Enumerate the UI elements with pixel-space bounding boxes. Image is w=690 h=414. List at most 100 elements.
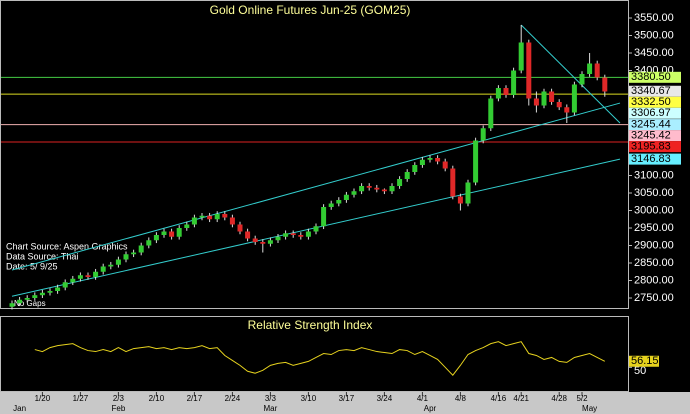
x-tick-label: 3/3 bbox=[265, 394, 277, 403]
rsi-value-label: 56.15 bbox=[631, 355, 659, 367]
level-label-box bbox=[629, 107, 681, 119]
annotation: Date: 5/ 9/25 bbox=[6, 261, 58, 271]
x-tick-label: 4/21 bbox=[513, 394, 529, 403]
candle-body bbox=[32, 295, 38, 298]
candle-body bbox=[153, 235, 159, 241]
candle-body bbox=[587, 63, 593, 74]
annotation: Data Source: Thai bbox=[6, 251, 78, 261]
candle-body bbox=[602, 77, 608, 92]
candle-body bbox=[146, 240, 152, 246]
chart-title: Gold Online Futures Jun-25 (GOM25) bbox=[210, 3, 411, 17]
level-label-box bbox=[629, 85, 681, 97]
trendline bbox=[520, 24, 621, 124]
candle-body bbox=[199, 215, 205, 218]
candle-body bbox=[359, 186, 365, 192]
candle-body bbox=[184, 224, 190, 228]
level-label: 3380.50 bbox=[631, 71, 671, 83]
candle-body bbox=[450, 168, 456, 197]
candle-body bbox=[207, 215, 213, 220]
candle-body bbox=[252, 238, 258, 242]
candle-body bbox=[229, 217, 235, 225]
candle-body bbox=[24, 298, 30, 300]
candle-body bbox=[526, 42, 532, 99]
candle-body bbox=[556, 102, 562, 108]
candle-body bbox=[435, 158, 441, 162]
candle-body bbox=[518, 42, 524, 71]
annotation: Chart Source: Aspen Graphics bbox=[6, 241, 128, 251]
candle-body bbox=[260, 242, 266, 244]
candle-body bbox=[245, 231, 251, 239]
candle-body bbox=[328, 203, 334, 207]
level-label-box bbox=[629, 153, 681, 165]
y-tick-label: 2950.00 bbox=[634, 222, 674, 234]
candle-body bbox=[579, 74, 585, 85]
month-label: Mar bbox=[264, 404, 278, 413]
x-tick-label: 1/27 bbox=[73, 394, 89, 403]
x-tick-label: 2/3 bbox=[113, 394, 125, 403]
price-panel-frame bbox=[0, 0, 629, 309]
candle-body bbox=[412, 165, 418, 172]
x-tick-label: 2/10 bbox=[149, 394, 165, 403]
candle-body bbox=[442, 161, 448, 169]
candle-body bbox=[480, 128, 486, 141]
y-tick-label: 2850.00 bbox=[634, 257, 674, 269]
candle-body bbox=[305, 231, 311, 237]
candle-body bbox=[222, 214, 228, 218]
y-tick-label: 3050.00 bbox=[634, 187, 674, 199]
trendline bbox=[11, 102, 621, 271]
y-tick-label: 2800.00 bbox=[634, 274, 674, 286]
rsi-title: Relative Strength Index bbox=[248, 318, 373, 332]
y-tick-label: 3550.00 bbox=[634, 12, 674, 24]
y-tick-label: 3000.00 bbox=[634, 204, 674, 216]
date-axis-band bbox=[0, 392, 690, 414]
candle-body bbox=[115, 259, 121, 265]
candle-body bbox=[336, 200, 342, 204]
candle-body bbox=[77, 275, 83, 279]
candle-body bbox=[465, 182, 471, 204]
candle-body bbox=[488, 98, 494, 129]
candle-body bbox=[564, 107, 570, 113]
level-label-box bbox=[629, 96, 681, 108]
candle-body bbox=[343, 194, 349, 200]
y-tick-label: 2900.00 bbox=[634, 239, 674, 251]
candle-body bbox=[283, 233, 289, 237]
candle-body bbox=[275, 236, 281, 241]
y-tick-label: 3100.00 bbox=[634, 169, 674, 181]
candle-body bbox=[419, 159, 425, 165]
candle-body bbox=[321, 207, 327, 227]
level-label: 3195.83 bbox=[631, 141, 671, 153]
candle-body bbox=[533, 98, 539, 106]
x-tick-label: 4/28 bbox=[551, 394, 567, 403]
candle-body bbox=[93, 271, 99, 277]
candle-body bbox=[457, 196, 463, 204]
candle-body bbox=[389, 186, 395, 192]
candle-body bbox=[473, 140, 479, 183]
x-tick-label: 2/24 bbox=[225, 394, 241, 403]
candle-body bbox=[123, 254, 129, 260]
candle-body bbox=[108, 264, 114, 267]
candle-body bbox=[191, 217, 197, 225]
candle-body bbox=[495, 88, 501, 99]
candle-body bbox=[290, 233, 296, 235]
candle-body bbox=[237, 224, 243, 232]
candle-body bbox=[404, 172, 410, 179]
candle-body bbox=[161, 231, 167, 235]
level-label-box bbox=[629, 71, 681, 83]
candle-body bbox=[549, 91, 555, 102]
candle-body bbox=[541, 91, 547, 106]
level-label: 3245.44 bbox=[631, 119, 671, 131]
level-label: 3146.83 bbox=[631, 153, 671, 165]
candle-body bbox=[313, 226, 319, 232]
level-label: 3340.67 bbox=[631, 85, 671, 97]
level-label-box bbox=[629, 130, 681, 142]
month-label: May bbox=[582, 404, 597, 413]
x-tick-label: 1/20 bbox=[35, 394, 51, 403]
candle-body bbox=[511, 70, 517, 95]
y-tick-label: 2750.00 bbox=[634, 292, 674, 304]
level-label: 3245.42 bbox=[631, 130, 671, 142]
level-label: 3332.50 bbox=[631, 96, 671, 108]
annotation: No Gaps bbox=[14, 299, 46, 308]
month-label: Apr bbox=[424, 404, 437, 413]
candle-body bbox=[571, 84, 577, 113]
level-label-box bbox=[629, 119, 681, 131]
